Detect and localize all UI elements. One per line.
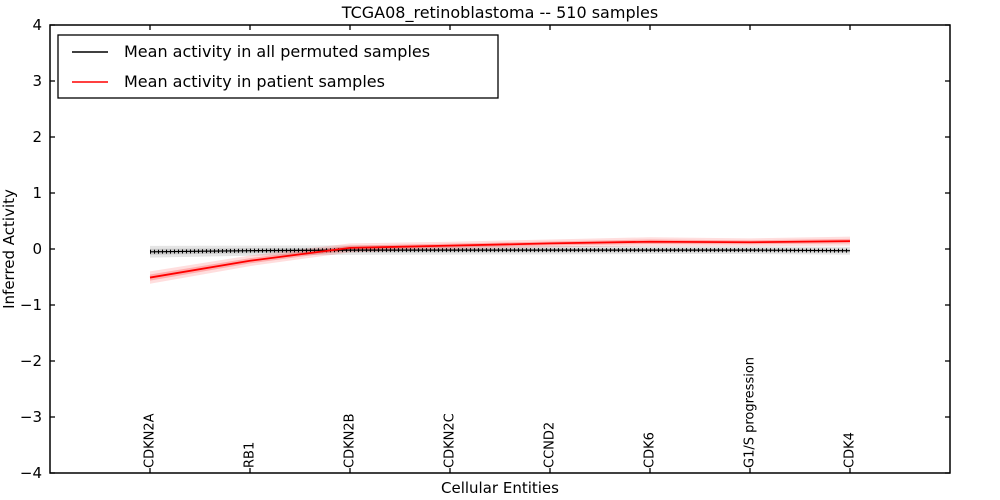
legend-label-permuted: Mean activity in all permuted samples [124, 42, 430, 61]
x-entity-label: CDK4 [843, 432, 858, 468]
legend-frame [57, 34, 499, 99]
y-tick-label: 1 [32, 184, 42, 202]
y-tick-label: 2 [32, 128, 42, 146]
x-entity-label: CCND2 [543, 422, 558, 468]
legend-box: Mean activity in all permuted samples Me… [57, 34, 499, 99]
band-inner-patient [150, 238, 850, 281]
x-entity-label: RB1 [243, 442, 258, 468]
x-axis-label: Cellular Entities [441, 479, 559, 497]
y-tick-label: −3 [20, 408, 42, 426]
band-outer-permuted [150, 245, 850, 258]
x-entity-label: CDKN2A [143, 413, 158, 468]
x-entity-label: G1/S progression [743, 357, 758, 468]
y-tick-label: −2 [20, 352, 42, 370]
y-tick-label: −4 [20, 464, 42, 482]
confidence-bands [150, 236, 850, 284]
y-tick-label: −1 [20, 296, 42, 314]
chart-title: TCGA08_retinoblastoma -- 510 samples [341, 3, 658, 23]
x-entity-label: CDKN2B [343, 413, 358, 468]
x-entity-label: CDKN2C [443, 413, 458, 468]
band-outer-patient [150, 236, 850, 284]
legend-label-patient: Mean activity in patient samples [124, 72, 385, 91]
y-tick-label: 4 [32, 16, 42, 34]
band-inner-permuted [150, 247, 850, 255]
series-line-permuted [149, 249, 851, 253]
y-tick-label: 0 [32, 240, 42, 258]
y-tick-labels: 4 3 2 1 0 −1 −2 −3 −4 [20, 16, 42, 482]
series-line-patient [149, 240, 851, 279]
y-tick-label: 3 [32, 72, 42, 90]
axis-ticks [50, 24, 950, 474]
series-lines [149, 240, 851, 279]
x-entity-label: CDK6 [643, 432, 658, 468]
x-tick-labels: CDKN2A RB1 CDKN2B CDKN2C CCND2 CDK6 G1/S progr… [143, 357, 858, 468]
y-axis-label: Inferred Activity [0, 189, 18, 309]
